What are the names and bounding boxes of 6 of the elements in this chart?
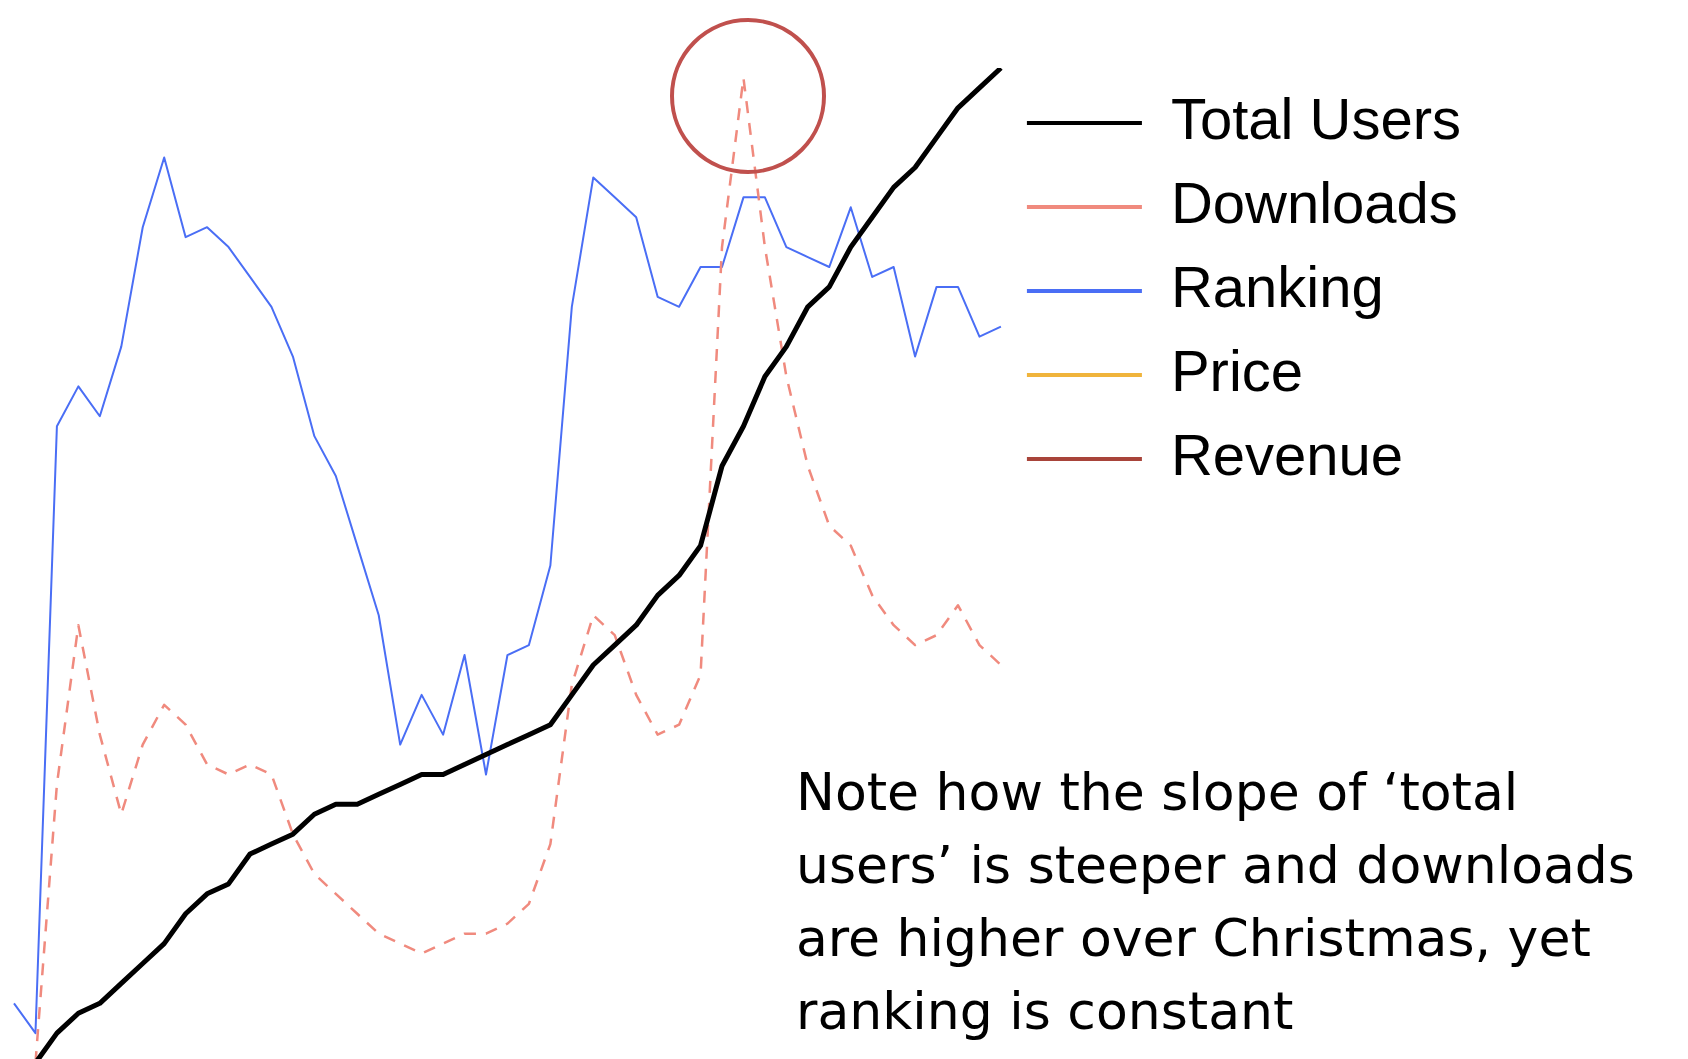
legend-label: Ranking bbox=[1170, 254, 1384, 319]
annotation: Note how the slope of ‘total users’ is steeper and downloads are higher over Christmas, yet ranking is constant bbox=[796, 761, 1636, 1043]
legend-label: Price bbox=[1170, 338, 1304, 403]
legend-label: Revenue bbox=[1170, 422, 1404, 487]
legend-label: Total Users bbox=[1170, 86, 1462, 151]
legend-label: Downloads bbox=[1170, 170, 1458, 235]
